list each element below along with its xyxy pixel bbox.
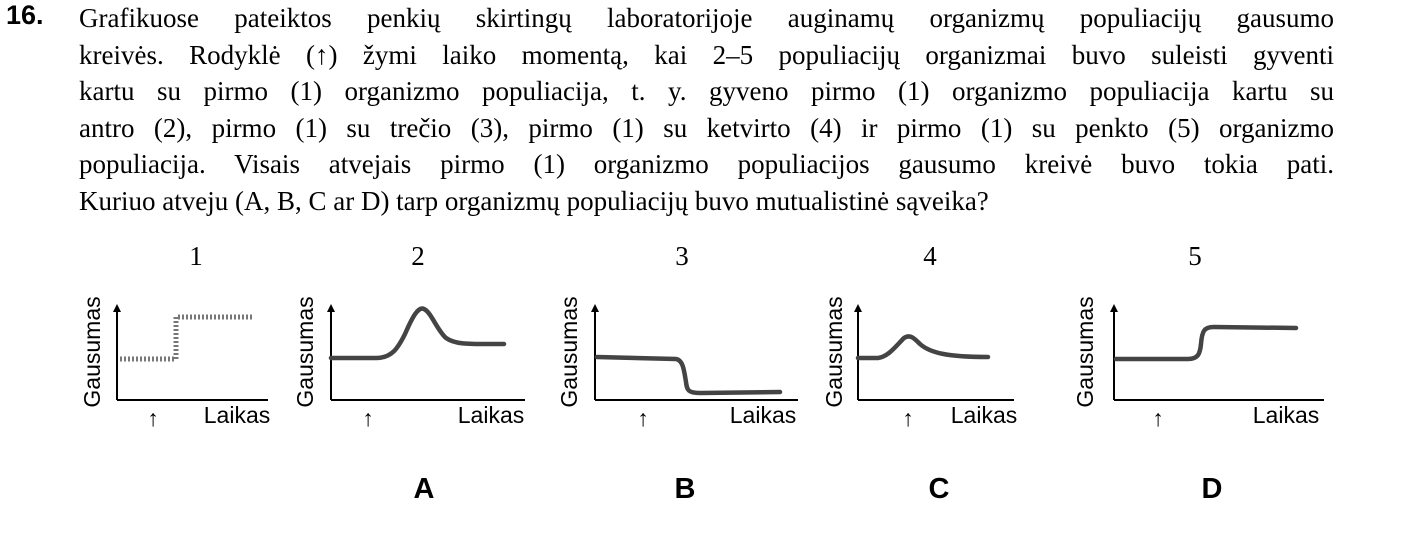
population-curve [328, 306, 507, 361]
question-line: kreivės. Rodyklė (↑) žymi laiko momentą,… [79, 39, 1334, 70]
graph-4: 4 Gausumas ↑ Laikas C [821, 241, 1017, 505]
question-line: populiacija. Visais atvejais pirmo (1) o… [79, 149, 1334, 179]
option-label: B [675, 473, 696, 505]
y-axis-label: Gausumas [821, 296, 847, 407]
population-curve [1113, 324, 1299, 362]
population-curve [855, 334, 991, 361]
graph-1: 1 Gausumas ↑ Laikas [79, 241, 270, 431]
population-curve [120, 314, 253, 362]
graph-number: 2 [411, 241, 425, 271]
question-line: Grafikuose pateiktos penkių skirtingų la… [79, 3, 1334, 33]
option-label: A [414, 473, 435, 505]
population-curve [594, 354, 783, 396]
arrow-marker: ↑ [147, 405, 159, 431]
question-text: Grafikuose pateiktos penkių skirtingų la… [79, 0, 1334, 219]
x-axis-label: Laikas [458, 402, 524, 428]
y-axis-label: Gausumas [1072, 296, 1098, 407]
question-line: antro (2), pirmo (1) su trečio (3), pirm… [79, 112, 1334, 143]
graph-number: 1 [189, 241, 203, 271]
arrow-marker: ↑ [362, 405, 374, 431]
y-axis-label: Gausumas [556, 296, 582, 407]
option-label: D [1202, 473, 1223, 505]
question-line: kartu su pirmo (1) organizmo populiacija… [79, 76, 1334, 106]
graph-3: 3 Gausumas ↑ Laikas B [556, 241, 798, 505]
x-axis-label: Laikas [951, 402, 1017, 428]
arrow-marker: ↑ [637, 405, 649, 431]
option-label: C [929, 473, 950, 505]
graph-number: 5 [1188, 241, 1202, 271]
graph-number: 3 [675, 241, 689, 271]
question-line: Kuriuo atveju (A, B, C ar D) tarp organi… [79, 185, 989, 216]
arrow-marker: ↑ [902, 405, 914, 431]
y-axis-label: Gausumas [79, 296, 105, 407]
question-number: 16. [6, 0, 44, 30]
x-axis-label: Laikas [204, 402, 270, 428]
y-axis-label: Gausumas [292, 296, 318, 407]
graph-number: 4 [923, 241, 937, 271]
x-axis-label: Laikas [730, 402, 796, 428]
graph-5: 5 Gausumas ↑ Laikas D [1072, 241, 1324, 505]
graph-2: 2 Gausumas ↑ Laikas A [292, 241, 525, 505]
x-axis-label: Laikas [1253, 402, 1319, 428]
arrow-marker: ↑ [1152, 405, 1164, 431]
